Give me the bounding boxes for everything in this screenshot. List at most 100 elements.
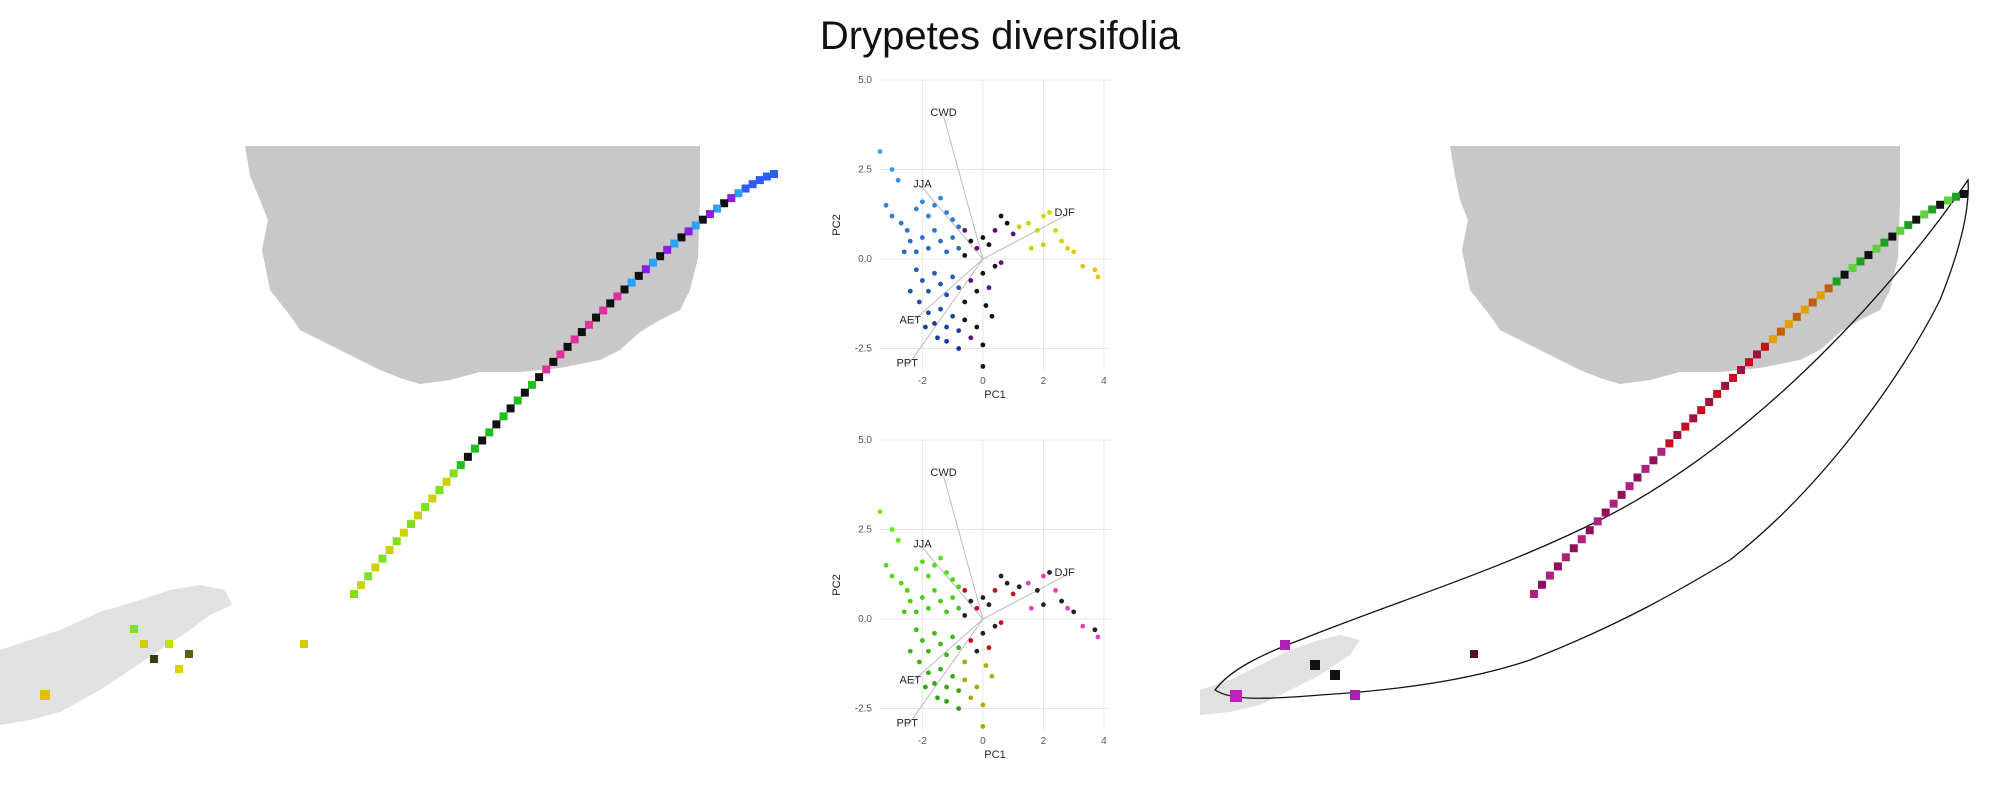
data-point	[992, 263, 998, 269]
range-cell	[1310, 660, 1320, 670]
data-point	[1010, 591, 1016, 597]
data-point	[974, 245, 980, 251]
data-point	[944, 698, 949, 704]
y-tick-label: -2.5	[855, 704, 873, 715]
data-point	[989, 313, 995, 319]
loading-vector	[909, 618, 984, 684]
loading-vector	[982, 575, 1065, 620]
data-point	[1059, 238, 1064, 244]
data-point	[898, 580, 904, 586]
range-cell	[542, 365, 551, 374]
range-cell	[1673, 430, 1682, 439]
data-point	[901, 609, 907, 615]
data-point	[962, 659, 968, 665]
data-point	[1010, 231, 1016, 237]
vectors: CWD DJF JJA AET PPT	[897, 107, 1075, 370]
data-point	[1004, 580, 1010, 586]
data-point	[932, 270, 937, 276]
data-point	[962, 317, 968, 323]
left-cells	[40, 170, 778, 700]
range-cell	[1577, 535, 1586, 544]
range-cell	[1952, 192, 1961, 201]
data-point	[980, 724, 986, 729]
loading-vector	[943, 115, 984, 260]
data-point	[968, 335, 974, 341]
data-point	[998, 573, 1004, 579]
range-cell	[1760, 342, 1769, 351]
y-tick-label: 5.0	[858, 75, 872, 86]
range-cell	[1808, 298, 1817, 307]
data-point	[938, 598, 943, 604]
data-point	[913, 249, 919, 255]
range-cell	[1800, 305, 1809, 314]
x-tick-label: 0	[980, 376, 986, 387]
data-point	[919, 595, 925, 600]
loading-vector	[943, 475, 984, 620]
range-cell	[1752, 350, 1761, 359]
range-cell	[1888, 232, 1897, 241]
range-cell	[684, 227, 693, 236]
range-cell	[1824, 284, 1833, 293]
data-point	[1028, 605, 1034, 611]
data-point	[926, 605, 931, 611]
range-cell	[1721, 381, 1730, 390]
range-cell	[513, 396, 522, 405]
data-point	[913, 267, 919, 273]
data-point	[913, 627, 919, 633]
data-point	[1065, 245, 1071, 251]
range-cell	[620, 285, 629, 294]
range-cell	[1697, 406, 1706, 415]
data-point	[950, 673, 956, 679]
range-cell	[520, 388, 529, 397]
data-point	[926, 213, 931, 219]
range-cell	[506, 404, 515, 413]
range-cell	[492, 420, 501, 429]
x-tick-label: 4	[1101, 376, 1107, 387]
range-cell	[378, 554, 387, 563]
range-cell	[1230, 690, 1242, 702]
range-cell	[670, 239, 679, 248]
x-tick-label: 2	[1041, 376, 1047, 387]
range-cell	[613, 292, 622, 301]
data-point	[938, 238, 943, 244]
right-cells	[1230, 190, 1968, 702]
range-cell	[748, 180, 757, 189]
data-point	[968, 238, 974, 244]
data-point	[983, 663, 989, 668]
range-cell	[1880, 238, 1889, 247]
range-cell	[478, 436, 487, 445]
data-point	[968, 638, 974, 643]
data-point	[919, 199, 925, 205]
data-point	[1053, 227, 1058, 233]
range-cell	[1816, 291, 1825, 300]
data-point	[986, 285, 992, 291]
range-cell	[656, 252, 665, 261]
data-point	[895, 177, 901, 183]
islands	[0, 585, 232, 725]
data-point	[974, 324, 980, 330]
loading-vector	[921, 547, 984, 620]
range-cell	[606, 299, 615, 308]
x-axis-label: PC1	[984, 389, 1005, 401]
data-point	[980, 595, 986, 600]
range-cell	[727, 194, 736, 203]
vectors: CWD DJF JJA AET PPT	[897, 467, 1075, 730]
data-point	[1053, 587, 1058, 593]
range-cell	[357, 581, 366, 590]
range-cell	[691, 221, 700, 230]
data-point	[950, 595, 956, 600]
range-cell	[1792, 312, 1801, 321]
data-point	[968, 278, 974, 283]
data-point	[944, 292, 949, 298]
data-point	[883, 202, 889, 208]
left-map	[0, 146, 778, 725]
data-point	[1028, 245, 1034, 251]
range-cell	[130, 625, 138, 633]
data-point	[926, 288, 931, 294]
data-point	[907, 598, 913, 604]
data-point	[913, 206, 919, 212]
data-point	[962, 299, 968, 305]
range-cell	[1625, 482, 1634, 491]
range-cell	[755, 176, 764, 185]
data-point	[932, 321, 937, 326]
